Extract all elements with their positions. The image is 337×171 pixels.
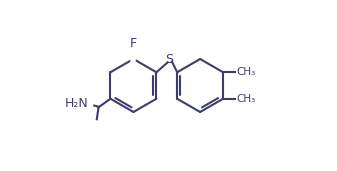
- Text: S: S: [165, 53, 173, 66]
- Text: F: F: [130, 37, 137, 50]
- Text: CH₃: CH₃: [236, 67, 255, 77]
- Text: H₂N: H₂N: [64, 97, 88, 110]
- Text: CH₃: CH₃: [236, 94, 255, 104]
